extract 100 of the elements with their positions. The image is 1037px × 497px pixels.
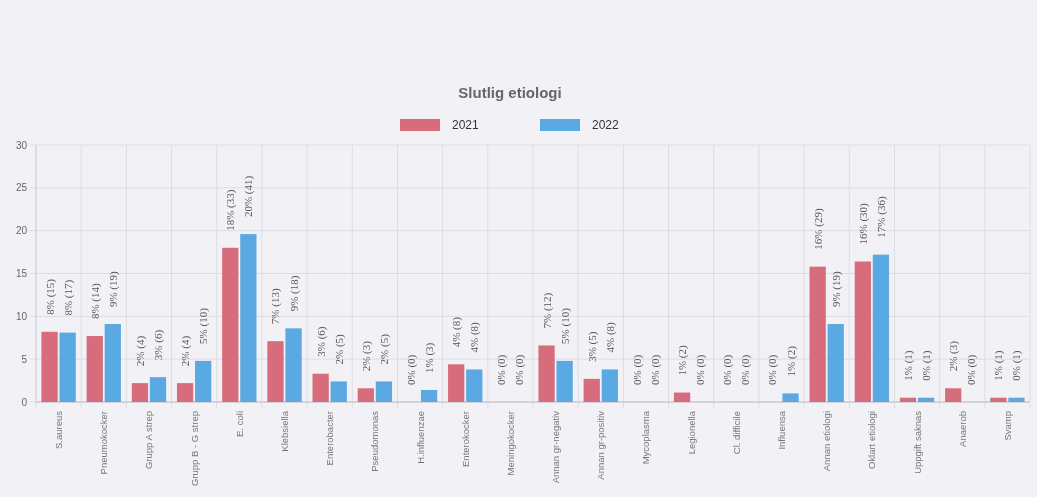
data-label: 16% (30) (856, 202, 870, 245)
x-tick-label: S.aureus (53, 410, 65, 450)
y-tick-label: 10 (15, 310, 28, 322)
data-label: 0% (0) (965, 354, 979, 385)
bar (41, 331, 58, 402)
x-tick-label: Mycoplasma (640, 410, 652, 465)
data-label: 18% (33) (224, 189, 238, 231)
bar (149, 377, 167, 402)
bar (917, 397, 935, 402)
bar (222, 247, 239, 402)
data-label: 2% (3) (359, 340, 373, 372)
data-label: 7% (13) (269, 288, 283, 325)
data-label: 20% (41) (242, 175, 256, 218)
bar (448, 364, 465, 402)
data-label: 9% (18) (287, 275, 301, 312)
legend-label: 2022 (592, 118, 620, 132)
bar (375, 381, 393, 402)
bar (285, 328, 302, 402)
data-label: 17% (36) (874, 196, 888, 238)
x-tick-label: Pseudomonas (369, 410, 381, 472)
bar (357, 388, 374, 402)
data-label: 4% (8) (603, 321, 617, 353)
data-label: 1% (3) (423, 342, 437, 374)
data-label: 1% (2) (784, 345, 798, 377)
x-tick-label: H.influenzae (414, 411, 426, 464)
data-label: 2% (4) (133, 335, 147, 367)
bar (1008, 397, 1025, 402)
data-label: 0% (0) (648, 354, 662, 385)
data-label: 9% (19) (106, 270, 120, 308)
x-tick-label: Klebsiella (279, 410, 290, 452)
y-tick-label: 20 (15, 225, 28, 237)
x-tick-label: Oklart etiologi (866, 411, 878, 470)
x-tick-label: E. coli (233, 411, 245, 437)
data-label: 0% (1) (1010, 350, 1024, 381)
data-label: 0% (1) (920, 350, 934, 381)
x-tick-label: Grupp B - G strep (188, 411, 200, 486)
bar (420, 390, 438, 402)
bar (240, 234, 257, 402)
bar (466, 369, 483, 402)
x-tick-label: Enterokocker (459, 411, 471, 467)
data-label: 0% (0) (405, 354, 419, 385)
data-label: 0% (0) (495, 354, 509, 385)
y-tick-label: 5 (21, 353, 28, 365)
bar (899, 397, 917, 402)
data-label: 1% (1) (992, 350, 1006, 381)
data-label: 2% (4) (179, 335, 193, 367)
x-tick-label: Legionella (685, 410, 697, 455)
data-label: 0% (0) (630, 354, 644, 385)
data-label: 3% (6) (314, 326, 328, 357)
bar (104, 324, 121, 402)
x-tick-label: Cl. difficile (730, 411, 742, 455)
y-tick-label: 15 (15, 268, 28, 279)
bar (673, 392, 691, 402)
x-tick-label: Svamp (1001, 411, 1013, 441)
data-label: 0% (0) (739, 354, 753, 385)
data-label: 0% (0) (721, 354, 735, 385)
bar (538, 345, 555, 402)
data-label: 0% (0) (513, 354, 527, 385)
x-tick-label: Influensa (776, 410, 787, 450)
data-label: 2% (5) (377, 333, 391, 365)
data-label: 16% (29) (811, 208, 825, 250)
bar (601, 369, 618, 402)
y-tick-label: 0 (21, 396, 28, 408)
data-label: 0% (0) (694, 354, 708, 385)
data-label: 2% (5) (332, 333, 346, 365)
bar (131, 383, 149, 402)
bar (312, 373, 329, 402)
x-tick-label: Meningokocker (504, 411, 516, 476)
chart-title: Slutlig etiologi (458, 84, 562, 101)
y-tick-label: 25 (15, 182, 28, 194)
data-label: 3% (6) (151, 329, 165, 361)
data-label: 8% (17) (61, 279, 75, 316)
data-label: 0% (0) (766, 354, 780, 385)
legend-label: 2021 (452, 118, 480, 132)
x-tick-label: Grupp A strep (143, 411, 155, 470)
data-label: 8% (15) (43, 278, 57, 315)
bar (86, 336, 103, 402)
bar (854, 261, 871, 402)
data-label: 3% (5) (585, 331, 599, 362)
bar (583, 378, 600, 402)
bar (330, 381, 347, 402)
data-label: 1% (2) (676, 345, 690, 376)
y-tick-label: 30 (15, 139, 28, 151)
x-tick-label: Annan gr-positiv (595, 410, 607, 480)
bar (990, 397, 1007, 402)
data-label: 4% (8) (468, 321, 482, 353)
x-tick-label: Annan etiologi (821, 411, 833, 472)
data-label: 1% (1) (902, 350, 916, 381)
x-tick-label: Anaerob (956, 411, 968, 447)
data-label: 4% (8) (450, 316, 464, 348)
bar (872, 254, 890, 402)
bar (782, 393, 799, 402)
bar (176, 383, 194, 402)
bar (556, 360, 573, 402)
x-tick-label: Enterobacter (324, 411, 336, 466)
bar (809, 266, 826, 402)
data-label: 2% (3) (947, 340, 961, 372)
x-tick-label: Pneumokocker (98, 411, 110, 475)
data-label: 9% (19) (829, 270, 843, 308)
bar (195, 360, 212, 402)
